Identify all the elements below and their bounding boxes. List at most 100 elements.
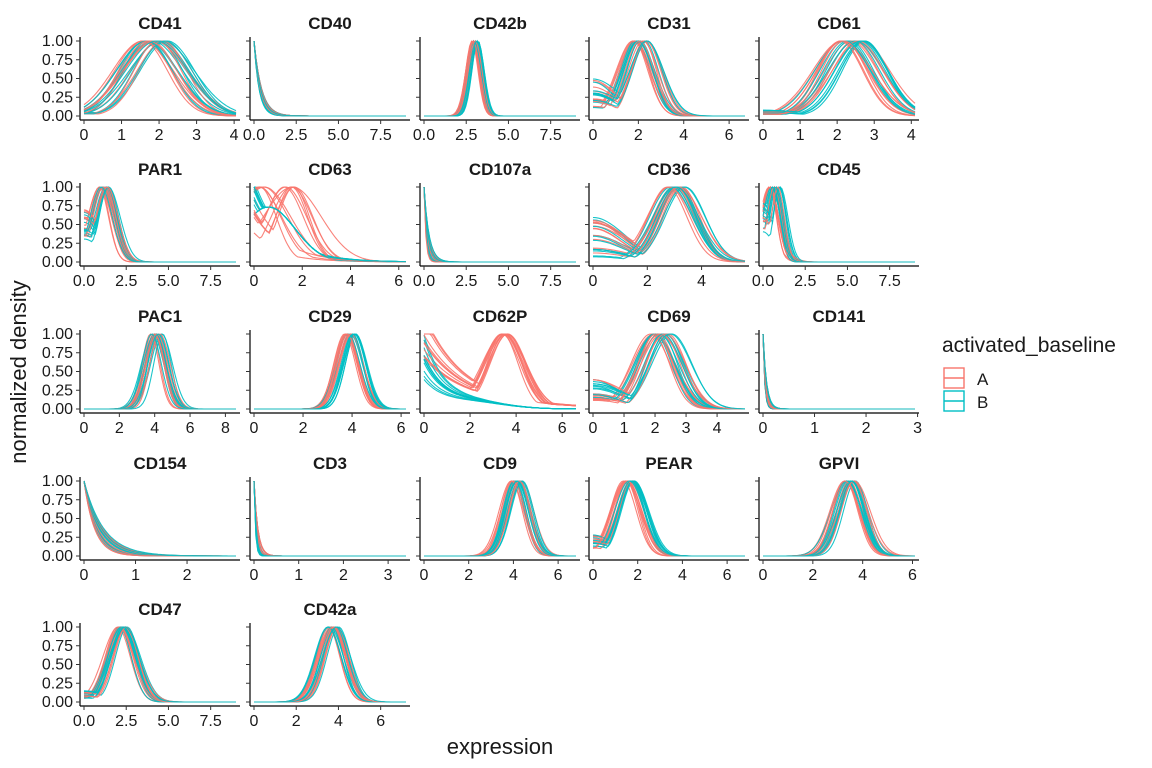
density-line-b <box>253 40 406 117</box>
density-line-a <box>423 186 576 263</box>
panel-gpvi: GPVI 0 2 4 6 <box>755 454 919 584</box>
density-line-b <box>83 480 236 557</box>
x-tick-label: 1 <box>796 127 805 144</box>
density-line-a <box>423 186 576 263</box>
density-line-a <box>253 480 406 557</box>
density-line-a <box>253 480 406 557</box>
density-line-b <box>423 186 576 263</box>
density-line-b <box>592 333 746 410</box>
density-line-b <box>763 480 915 557</box>
density-line-b <box>423 186 576 263</box>
x-tick-label: 5.0 <box>327 127 349 144</box>
density-line-b <box>83 626 236 703</box>
panel-title: CD61 <box>817 14 860 33</box>
x-tick-label: 1 <box>117 127 126 144</box>
x-axis-title: expression <box>447 734 553 759</box>
density-line-a <box>424 41 576 117</box>
density-line-b <box>763 40 916 113</box>
x-tick-label: 0 <box>80 420 89 437</box>
panel-cd41: CD41 0.00 0.250.50 0.75 1.00 0 1 2 3 4 <box>42 14 240 144</box>
x-tick-label: 6 <box>376 713 385 730</box>
y-tick-label: 0.50 <box>42 511 73 528</box>
density-line-a <box>254 626 406 703</box>
x-tick-label: 0 <box>589 420 598 437</box>
density-line-b <box>253 480 406 557</box>
x-tick-label: 2 <box>466 420 475 437</box>
density-line-b <box>593 186 746 262</box>
panel-title: PEAR <box>645 454 692 473</box>
density-line-b <box>423 186 576 263</box>
density-line-b <box>762 333 915 410</box>
density-line-a <box>592 186 746 262</box>
density-line-a <box>762 333 915 410</box>
panel-title: CD63 <box>308 160 351 179</box>
panel-pac1: PAC1 0.00 0.250.50 0.75 1.00 0 2 4 6 8 <box>42 307 240 437</box>
x-tick-label: 0 <box>80 567 89 584</box>
density-line-a <box>424 40 576 117</box>
y-tick-label: 0.00 <box>42 694 73 711</box>
density-line-a <box>423 186 576 263</box>
panel-title: CD69 <box>647 307 690 326</box>
panel-title: CD9 <box>483 454 517 473</box>
x-tick-label: 4 <box>512 420 521 437</box>
y-tick-label: 0.75 <box>42 492 73 509</box>
x-tick-label: 2 <box>183 567 192 584</box>
x-tick-label: 0 <box>250 567 259 584</box>
density-line-b <box>423 186 576 263</box>
density-line-a <box>423 186 576 263</box>
y-tick-label: 0.50 <box>42 657 73 674</box>
x-tick-label: 2 <box>643 273 652 290</box>
x-tick-label: 0.0 <box>413 273 435 290</box>
density-line-b <box>762 187 915 263</box>
panel-cd42b: CD42b 0.0 2.5 5.0 7.5 <box>413 14 580 144</box>
panel-cd107a: CD107a 0.0 2.5 5.0 7.5 <box>413 160 580 290</box>
density-line-b <box>424 39 576 117</box>
y-tick-label: 0.50 <box>42 217 73 234</box>
panel-title: CD41 <box>138 14 181 33</box>
density-line-a <box>253 40 406 117</box>
y-tick-label: 0.75 <box>42 345 73 362</box>
density-line-b <box>593 480 745 557</box>
x-tick-label: 5.0 <box>497 127 519 144</box>
density-line-b <box>253 480 406 557</box>
density-line-b <box>424 39 576 117</box>
panel-par1: PAR1 0.00 0.250.50 0.75 1.00 0.0 2.5 5.0 7.5 <box>42 160 240 290</box>
density-line-b <box>424 39 576 117</box>
density-line-a <box>253 40 406 117</box>
x-tick-label: 0 <box>420 567 429 584</box>
density-line-a <box>423 186 576 263</box>
density-line-b <box>254 626 406 703</box>
density-line-b <box>762 333 915 410</box>
density-line-b <box>762 333 915 410</box>
panel-title: CD45 <box>817 160 860 179</box>
y-axis-title: normalized density <box>6 280 31 463</box>
density-line-b <box>253 197 407 263</box>
density-line-b <box>424 480 576 557</box>
x-tick-label: 0.0 <box>752 273 774 290</box>
density-line-b <box>762 333 915 410</box>
density-line-b <box>254 333 406 410</box>
density-line-b <box>423 186 576 263</box>
panel-title: CD141 <box>813 307 866 326</box>
y-tick-label: 1.00 <box>42 33 73 50</box>
density-line-a <box>253 480 406 557</box>
x-tick-label: 2 <box>299 420 308 437</box>
density-line-b <box>83 40 237 114</box>
x-tick-label: 2.5 <box>115 713 137 730</box>
y-tick-label: 0.75 <box>42 198 73 215</box>
panel-cd63: CD63 0 2 4 6 <box>246 160 410 290</box>
density-line-a <box>253 480 406 557</box>
density-line-b <box>253 480 406 557</box>
x-tick-label: 6 <box>908 567 917 584</box>
density-line-a <box>762 333 915 410</box>
x-tick-label: 2.5 <box>115 273 137 290</box>
density-line-a <box>83 40 237 116</box>
panel-cd62p: CD62P 0 2 4 6 <box>416 307 580 437</box>
x-tick-label: 0 <box>589 127 598 144</box>
density-line-b <box>253 40 406 117</box>
x-tick-label: 2 <box>115 420 124 437</box>
density-line-a <box>762 333 915 410</box>
panel-cd47: CD47 0.00 0.250.50 0.75 1.00 0.0 2.5 5.0 7.5 <box>42 600 240 730</box>
x-tick-label: 8 <box>221 420 230 437</box>
density-line-a <box>253 40 406 117</box>
